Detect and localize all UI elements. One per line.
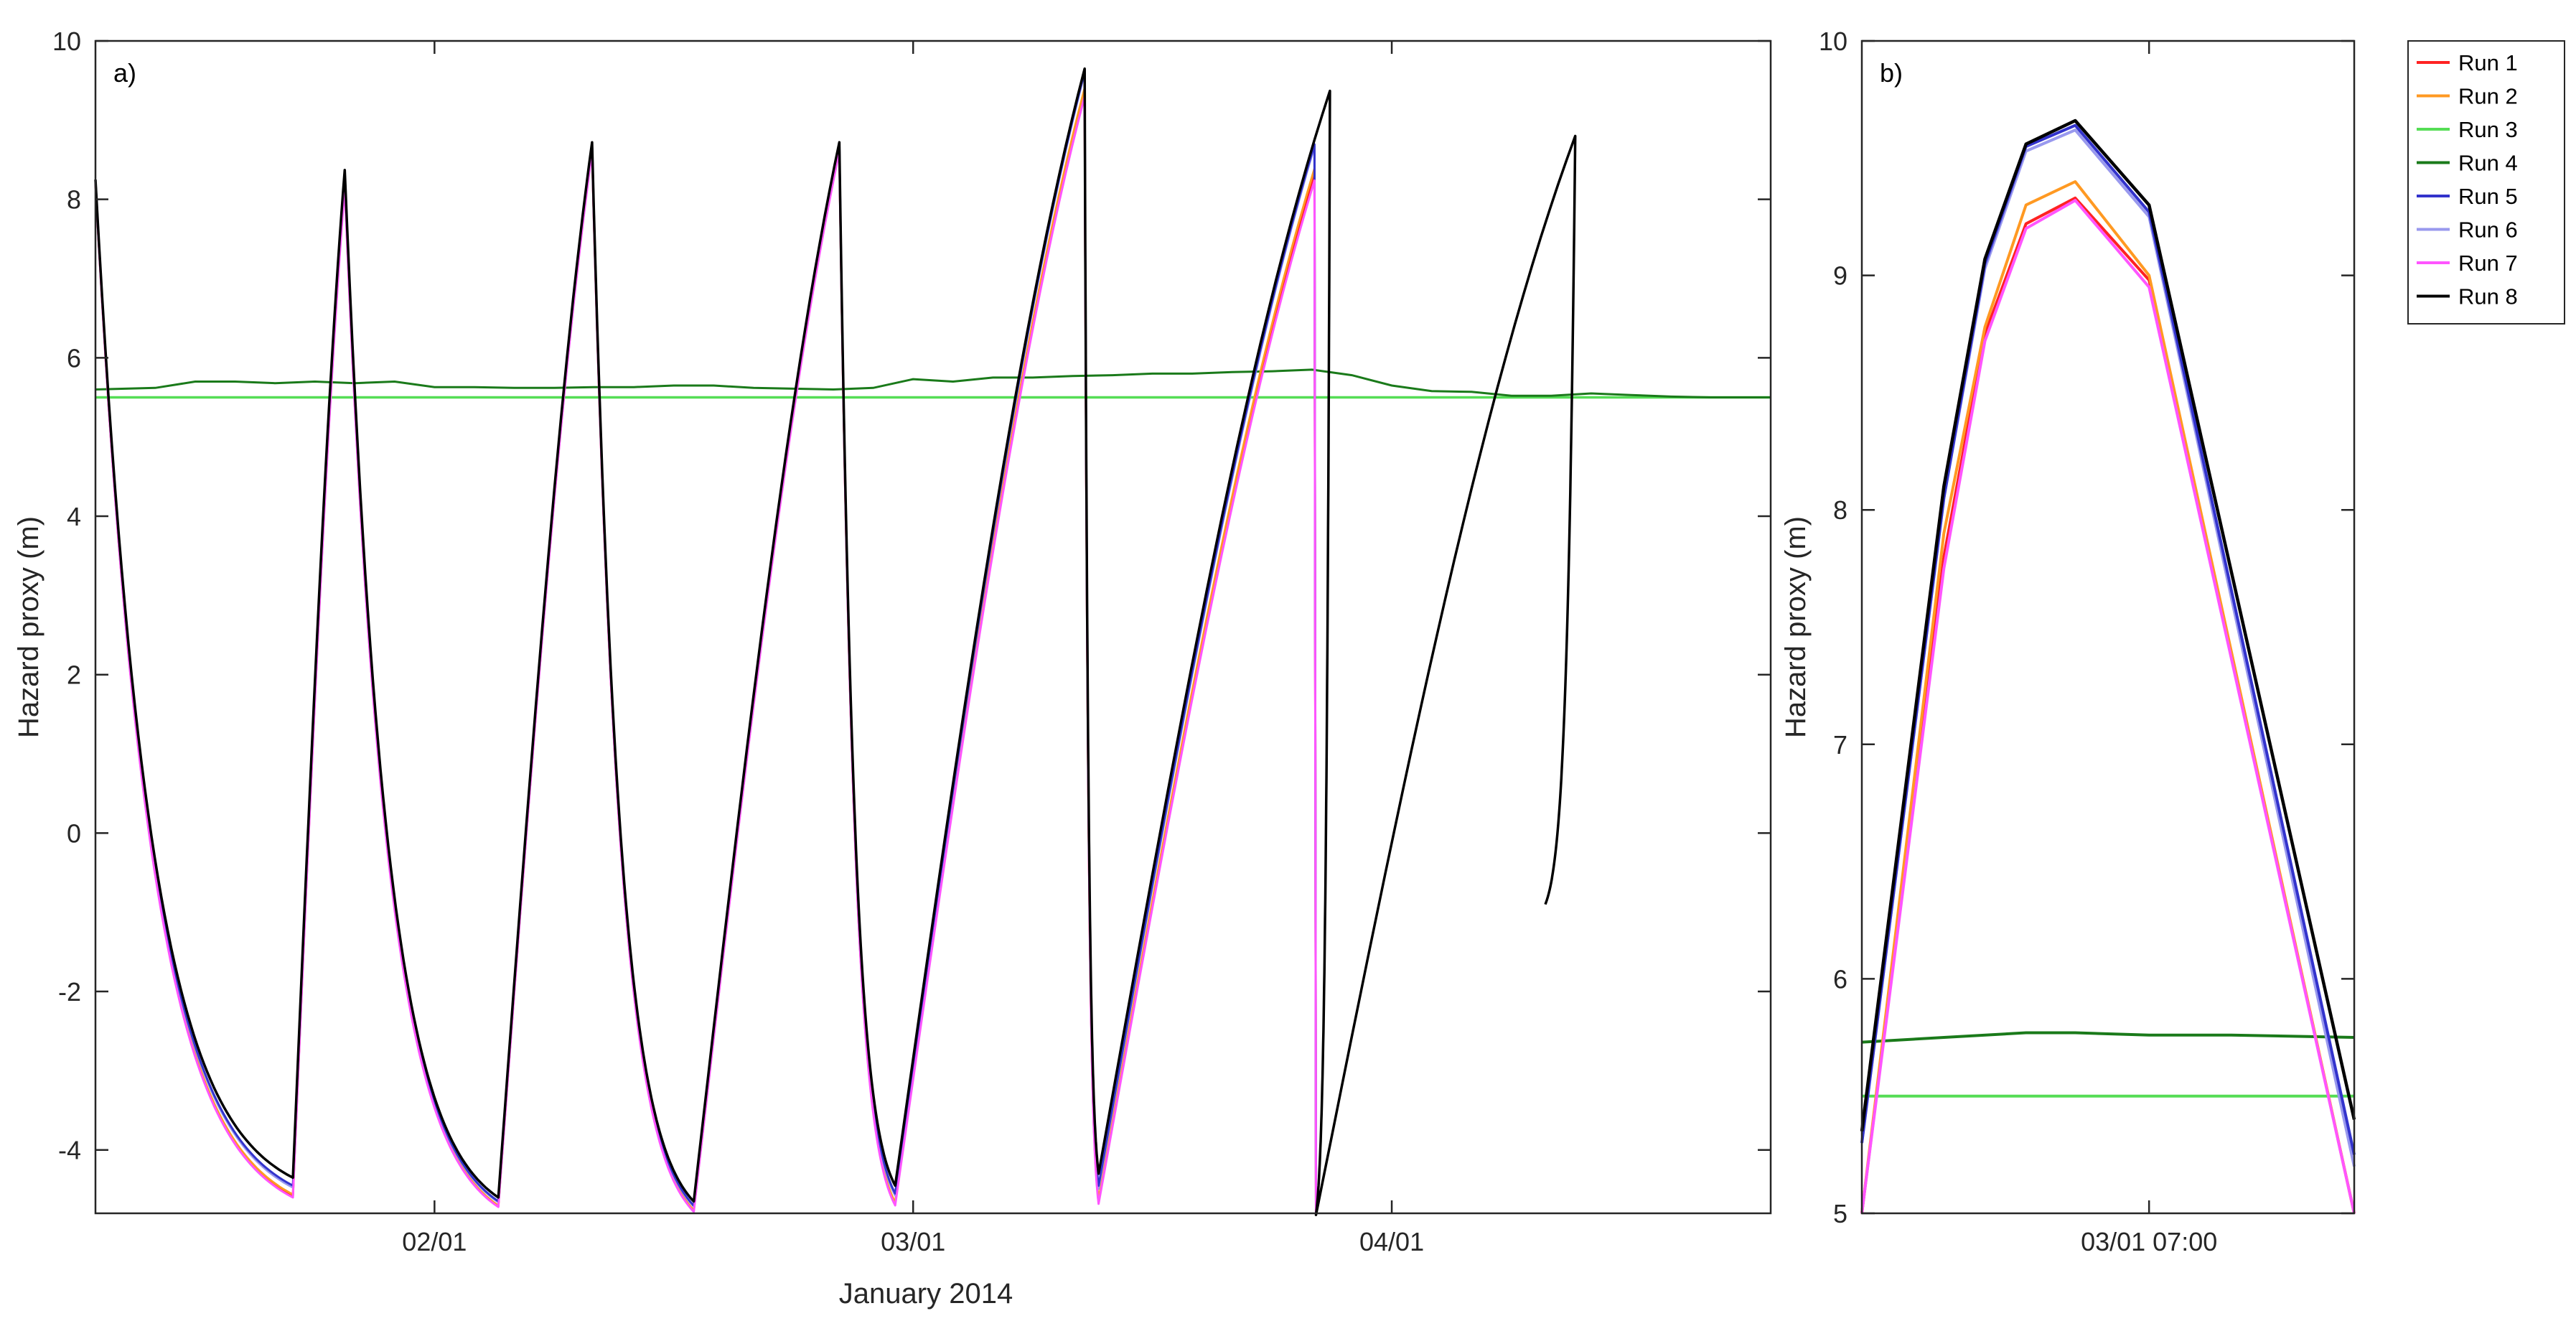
series-line-run-4	[95, 368, 1771, 398]
panel-a-y-tick-label: -4	[58, 1136, 81, 1165]
panel-b-chart: 5 6 7 8 9 10 03/01 07:00 b) Hazard proxy (m)	[1780, 27, 2356, 1256]
panel-b-series-line-run-4	[1861, 1031, 2355, 1044]
panel-b-y-tick-label: 9	[1833, 261, 1847, 291]
series-line-run-6	[94, 71, 1317, 1215]
legend-label-run-3: Run 3	[2458, 117, 2518, 142]
legend-box	[2407, 40, 2565, 325]
series-line-run-5	[94, 70, 1317, 1215]
panel-a-y-tick-label: 4	[67, 502, 81, 531]
panel-b-frame	[1860, 39, 2356, 1215]
legend-label-run-5: Run 5	[2458, 184, 2518, 209]
panel-b-series-line-run-7	[1860, 199, 2356, 1214]
panel-a-y-tick-label: 2	[67, 660, 81, 690]
panel-a-y-tick-label: 8	[67, 185, 81, 215]
panel-a-series-group	[94, 67, 1771, 1216]
panel-a-chart: -4 -2 0 2 4 6 8 10 02/01 03/01 04/01 a) January 20…	[13, 27, 1772, 1310]
panel-b-y-axis-label: Hazard proxy (m)	[1780, 516, 1812, 738]
series-line-run-7	[94, 95, 1317, 1215]
legend-label-run-1: Run 1	[2458, 50, 2518, 75]
panel-a-x-tick-label: 04/01	[1359, 1227, 1424, 1256]
panel-a-y-tick-label: 10	[52, 27, 81, 56]
series-line-run-8	[94, 67, 1577, 1216]
panel-b-series-line-run-2	[1860, 180, 2356, 1214]
panel-a-x-tick-label: 02/01	[402, 1227, 467, 1256]
panel-b-series-line-run-8	[1860, 118, 2356, 1131]
panel-b-series-line-run-1	[1860, 196, 2356, 1214]
panel-a-ticks: -4 -2 0 2 4 6 8 10 02/01 03/01 04/01	[52, 27, 1771, 1256]
legend-label-run-2: Run 2	[2458, 84, 2518, 109]
legend-label-run-8: Run 8	[2458, 284, 2518, 309]
panel-a-y-tick-label: -2	[58, 977, 81, 1007]
legend-label-run-7: Run 7	[2458, 251, 2518, 276]
panel-a-x-axis-label: January 2014	[839, 1278, 1013, 1310]
panel-a-frame	[94, 39, 1772, 1215]
panel-b-ticks: 5 6 7 8 9 10 03/01 07:00	[1819, 27, 2354, 1256]
legend-label-run-4: Run 4	[2458, 151, 2518, 176]
panel-b-y-tick-label: 6	[1833, 964, 1847, 994]
series-line-run-1	[94, 90, 1317, 1215]
panel-b-series-line-run-6	[1860, 129, 2356, 1167]
panel-a-label: a)	[113, 58, 136, 88]
panel-b-y-tick-label: 7	[1833, 730, 1847, 760]
panel-a-x-tick-label: 03/01	[881, 1227, 945, 1256]
panel-b-y-tick-label: 8	[1833, 495, 1847, 525]
panel-b-y-tick-label: 5	[1833, 1199, 1847, 1228]
panel-a-y-tick-label: 6	[67, 343, 81, 373]
series-line-run-2	[94, 87, 1317, 1215]
legend-label-run-6: Run 6	[2458, 218, 2518, 243]
panel-a-y-tick-label: 0	[67, 818, 81, 848]
panel-b-series-group	[1860, 118, 2356, 1214]
panel-a-y-axis-label: Hazard proxy (m)	[13, 516, 45, 738]
panel-b-label: b)	[1880, 58, 1903, 88]
panel-b-x-tick-label: 03/01 07:00	[2081, 1227, 2217, 1256]
legend: Run 1 Run 2 Run 3 Run 4 Run 5 Run 6 Run 7 Run 8	[2407, 40, 2565, 325]
panel-b-y-tick-label: 10	[1819, 27, 1847, 56]
